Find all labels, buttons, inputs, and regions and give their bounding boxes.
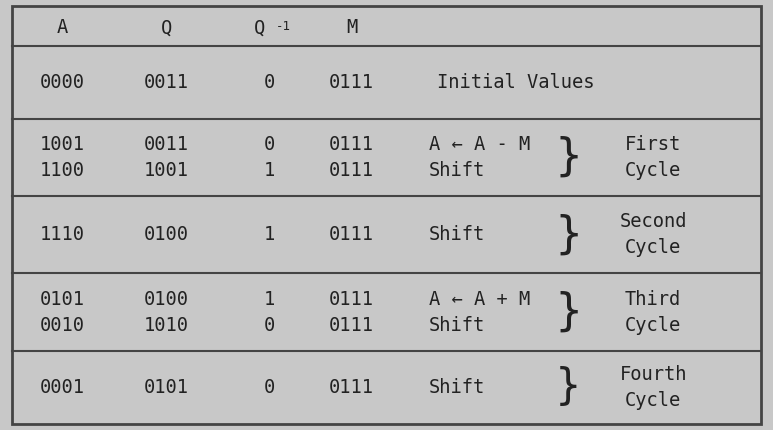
Text: Cycle: Cycle: [625, 161, 681, 180]
Text: 0111: 0111: [329, 161, 374, 180]
Text: Cycle: Cycle: [625, 316, 681, 335]
Text: 1010: 1010: [144, 316, 189, 335]
Text: 1001: 1001: [144, 161, 189, 180]
Text: A ← A + M: A ← A + M: [429, 290, 530, 309]
Text: A: A: [56, 18, 67, 37]
Text: M: M: [346, 18, 357, 37]
Text: 0000: 0000: [39, 73, 84, 92]
Text: -1: -1: [275, 20, 291, 33]
Text: 1001: 1001: [39, 135, 84, 154]
Text: 0010: 0010: [39, 316, 84, 335]
Text: 0111: 0111: [329, 73, 374, 92]
Text: Shift: Shift: [429, 161, 485, 180]
Text: A ← A - M: A ← A - M: [429, 135, 530, 154]
Text: }: }: [554, 213, 582, 256]
Text: First: First: [625, 135, 681, 154]
Text: 0111: 0111: [329, 135, 374, 154]
Text: 0101: 0101: [39, 290, 84, 309]
FancyBboxPatch shape: [12, 6, 761, 424]
Text: 1: 1: [264, 290, 274, 309]
Text: 0011: 0011: [144, 73, 189, 92]
Text: 0011: 0011: [144, 135, 189, 154]
Text: Initial Values: Initial Values: [437, 73, 594, 92]
Text: 1110: 1110: [39, 225, 84, 244]
Text: }: }: [554, 291, 582, 334]
Text: 0: 0: [264, 135, 274, 154]
Text: 0111: 0111: [329, 225, 374, 244]
Text: Second: Second: [619, 212, 687, 231]
Text: 0: 0: [264, 378, 274, 397]
Text: 1: 1: [264, 161, 274, 180]
Text: Cycle: Cycle: [625, 390, 681, 410]
Text: }: }: [555, 366, 581, 408]
Text: 1100: 1100: [39, 161, 84, 180]
Text: Cycle: Cycle: [625, 238, 681, 257]
Text: 0101: 0101: [144, 378, 189, 397]
Text: 0001: 0001: [39, 378, 84, 397]
Text: 0: 0: [264, 316, 274, 335]
Text: 0111: 0111: [329, 378, 374, 397]
Text: Shift: Shift: [429, 378, 485, 397]
Text: Q: Q: [254, 18, 265, 37]
Text: }: }: [554, 136, 582, 179]
Text: 0100: 0100: [144, 225, 189, 244]
Text: 0111: 0111: [329, 290, 374, 309]
Text: Q: Q: [161, 18, 172, 37]
Text: 0100: 0100: [144, 290, 189, 309]
Text: 0: 0: [264, 73, 274, 92]
Text: 0111: 0111: [329, 316, 374, 335]
Text: Shift: Shift: [429, 225, 485, 244]
Text: 1: 1: [264, 225, 274, 244]
Text: Third: Third: [625, 290, 681, 309]
Text: Fourth: Fourth: [619, 365, 687, 384]
Text: Shift: Shift: [429, 316, 485, 335]
